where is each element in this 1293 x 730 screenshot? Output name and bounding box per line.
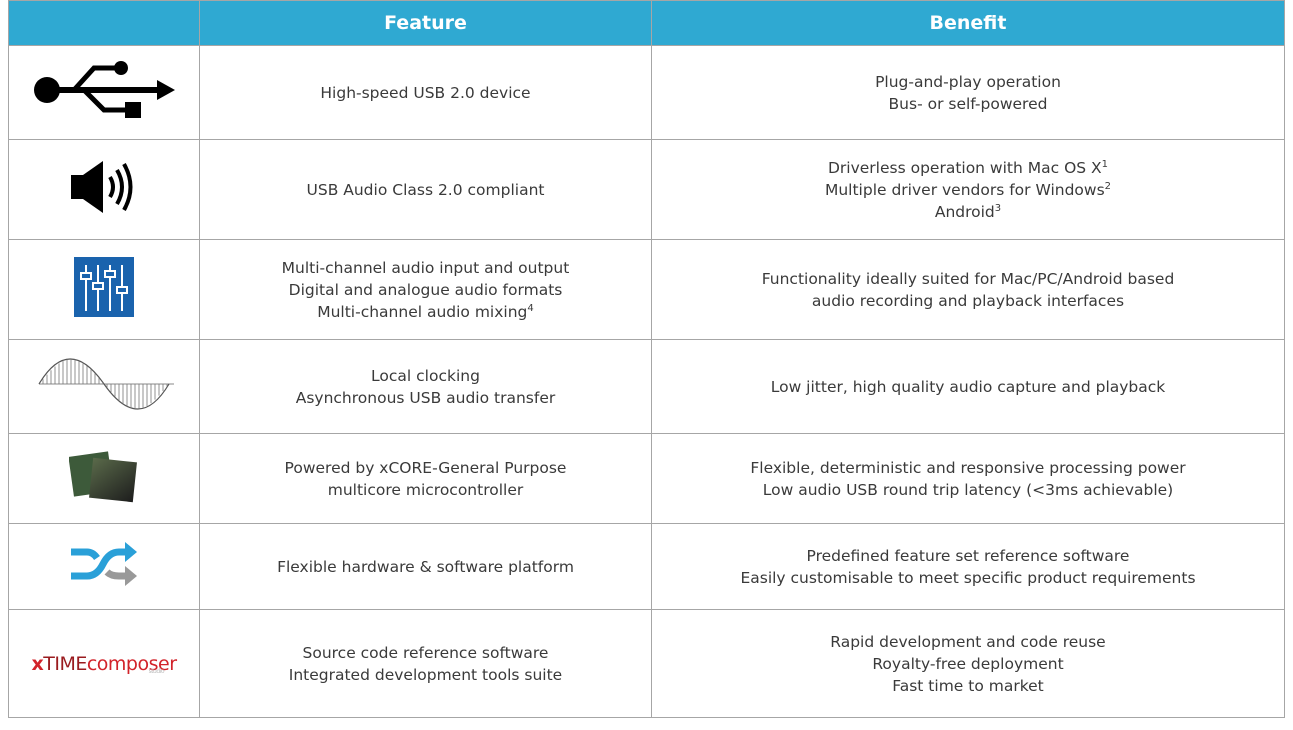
logo-part: x bbox=[31, 652, 44, 675]
cell-line: Rapid development and code reuse bbox=[652, 631, 1284, 653]
feature-cell: Local clocking Asynchronous USB audio tra… bbox=[199, 339, 652, 434]
icon-cell bbox=[8, 239, 200, 340]
line-text: Predefined feature set reference softwar… bbox=[806, 546, 1130, 565]
line-text: Multiple driver vendors for Windows bbox=[824, 180, 1105, 199]
cell-line: Easily customisable to meet specific pro… bbox=[652, 567, 1284, 589]
cell-line: Multi-channel audio mixing4 bbox=[200, 301, 651, 323]
table-row: Local clocking Asynchronous USB audio tra… bbox=[8, 339, 1285, 434]
logo-part: composer bbox=[86, 652, 177, 675]
line-text: Driverless operation with Mac OS X bbox=[827, 158, 1102, 177]
benefit-cell: Predefined feature set reference softwar… bbox=[651, 523, 1285, 610]
line-text: Flexible, deterministic and responsive p… bbox=[750, 458, 1186, 477]
table-row: Multi-channel audio input and output Digi… bbox=[8, 239, 1285, 340]
feature-cell: High-speed USB 2.0 device bbox=[199, 45, 652, 140]
table-row: xTIMEcomposer studio Source code reference… bbox=[8, 609, 1285, 718]
line-text: High-speed USB 2.0 device bbox=[320, 83, 531, 102]
icon-cell bbox=[8, 45, 200, 140]
logo-part: TIME bbox=[43, 652, 87, 675]
feature-cell: USB Audio Class 2.0 compliant bbox=[199, 139, 652, 240]
cell-line: Digital and analogue audio formats bbox=[200, 279, 651, 301]
cell-line: Powered by xCORE-General Purpose bbox=[200, 457, 651, 479]
feature-cell: Source code reference software Integrated… bbox=[199, 609, 652, 718]
cell-line: Driverless operation with Mac OS X1 bbox=[652, 157, 1284, 179]
cell-line: Local clocking bbox=[200, 365, 651, 387]
line-text: Fast time to market bbox=[892, 676, 1044, 695]
benefit-cell: Plug-and-play operation Bus- or self-powe… bbox=[651, 45, 1285, 140]
feature-table: Feature Benefit High-speed USB 2.0 devic… bbox=[8, 0, 1285, 718]
line-text: multicore microcontroller bbox=[327, 480, 524, 499]
line-text: Royalty-free deployment bbox=[872, 654, 1064, 673]
line-text: USB Audio Class 2.0 compliant bbox=[306, 180, 545, 199]
header-cell: Benefit bbox=[651, 0, 1285, 46]
header-cell: Feature bbox=[199, 0, 652, 46]
line-text: Integrated development tools suite bbox=[288, 665, 563, 684]
line-text: Asynchronous USB audio transfer bbox=[295, 388, 556, 407]
benefit-cell: Low jitter, high quality audio capture a… bbox=[651, 339, 1285, 434]
line-text: Multi-channel audio mixing bbox=[317, 302, 528, 321]
cell-line: Multiple driver vendors for Windows2 bbox=[652, 179, 1284, 201]
benefit-cell: Driverless operation with Mac OS X1 Multi… bbox=[651, 139, 1285, 240]
footnote-ref: 1 bbox=[1101, 158, 1109, 170]
line-text: Local clocking bbox=[371, 366, 480, 385]
logo-sub: studio bbox=[148, 667, 165, 675]
cell-line: Plug-and-play operation bbox=[652, 71, 1284, 93]
line-text: Powered by xCORE-General Purpose bbox=[284, 458, 567, 477]
header-row: Feature Benefit bbox=[8, 0, 1285, 46]
feature-cell: Powered by xCORE-General Purpose multicor… bbox=[199, 433, 652, 524]
cell-line: Multi-channel audio input and output bbox=[200, 257, 651, 279]
table-row: High-speed USB 2.0 device Plug-and-play o… bbox=[8, 45, 1285, 140]
icon-cell bbox=[8, 523, 200, 610]
cell-line: Low jitter, high quality audio capture a… bbox=[652, 376, 1284, 398]
cell-line: audio recording and playback interfaces bbox=[652, 290, 1284, 312]
cell-line: High-speed USB 2.0 device bbox=[200, 82, 651, 104]
line-text: Plug-and-play operation bbox=[875, 72, 1061, 91]
line-text: Rapid development and code reuse bbox=[830, 632, 1106, 651]
line-text: audio recording and playback interfaces bbox=[811, 291, 1125, 310]
cell-line: Functionality ideally suited for Mac/PC/… bbox=[652, 268, 1284, 290]
benefit-cell: Functionality ideally suited for Mac/PC/… bbox=[651, 239, 1285, 340]
feature-cell: Multi-channel audio input and output Digi… bbox=[199, 239, 652, 340]
line-text: Easily customisable to meet specific pro… bbox=[740, 568, 1196, 587]
line-text: Multi-channel audio input and output bbox=[281, 258, 570, 277]
cell-line: Fast time to market bbox=[652, 675, 1284, 697]
footnote-ref: 3 bbox=[994, 202, 1002, 214]
cell-line: USB Audio Class 2.0 compliant bbox=[200, 179, 651, 201]
feature-cell: Flexible hardware & software platform bbox=[199, 523, 652, 610]
cell-line: Integrated development tools suite bbox=[200, 664, 651, 686]
line-text: Android bbox=[934, 202, 995, 221]
icon-cell: xTIMEcomposer studio bbox=[8, 609, 200, 718]
table-row: USB Audio Class 2.0 compliant Driverless … bbox=[8, 139, 1285, 240]
line-text: Low audio USB round trip latency (<3ms a… bbox=[762, 480, 1174, 499]
icon-cell bbox=[8, 139, 200, 240]
cell-line: Source code reference software bbox=[200, 642, 651, 664]
cell-line: Flexible hardware & software platform bbox=[200, 556, 651, 578]
line-text: Low jitter, high quality audio capture a… bbox=[770, 377, 1166, 396]
cell-line: Royalty-free deployment bbox=[652, 653, 1284, 675]
cell-line: Asynchronous USB audio transfer bbox=[200, 387, 651, 409]
line-text: Bus- or self-powered bbox=[888, 94, 1048, 113]
table-row: Flexible hardware & software platform Pre… bbox=[8, 523, 1285, 610]
icon-cell bbox=[8, 339, 200, 434]
footnote-ref: 4 bbox=[527, 302, 534, 314]
line-text: Digital and analogue audio formats bbox=[288, 280, 563, 299]
benefit-cell: Rapid development and code reuse Royalty-… bbox=[651, 609, 1285, 718]
cell-line: Predefined feature set reference softwar… bbox=[652, 545, 1284, 567]
cell-line: multicore microcontroller bbox=[200, 479, 651, 501]
icon-cell bbox=[8, 433, 200, 524]
cell-line: Android3 bbox=[652, 201, 1284, 223]
line-text: Functionality ideally suited for Mac/PC/… bbox=[761, 269, 1175, 288]
header-cell bbox=[8, 0, 200, 46]
cell-line: Bus- or self-powered bbox=[652, 93, 1284, 115]
cell-line: Low audio USB round trip latency (<3ms a… bbox=[652, 479, 1284, 501]
logo: xTIMEcomposer studio bbox=[9, 653, 199, 675]
line-text: Flexible hardware & software platform bbox=[277, 557, 574, 576]
benefit-cell: Flexible, deterministic and responsive p… bbox=[651, 433, 1285, 524]
cell-line: Flexible, deterministic and responsive p… bbox=[652, 457, 1284, 479]
footnote-ref: 2 bbox=[1104, 180, 1112, 192]
line-text: Source code reference software bbox=[302, 643, 549, 662]
table-row: Powered by xCORE-General Purpose multicor… bbox=[8, 433, 1285, 524]
